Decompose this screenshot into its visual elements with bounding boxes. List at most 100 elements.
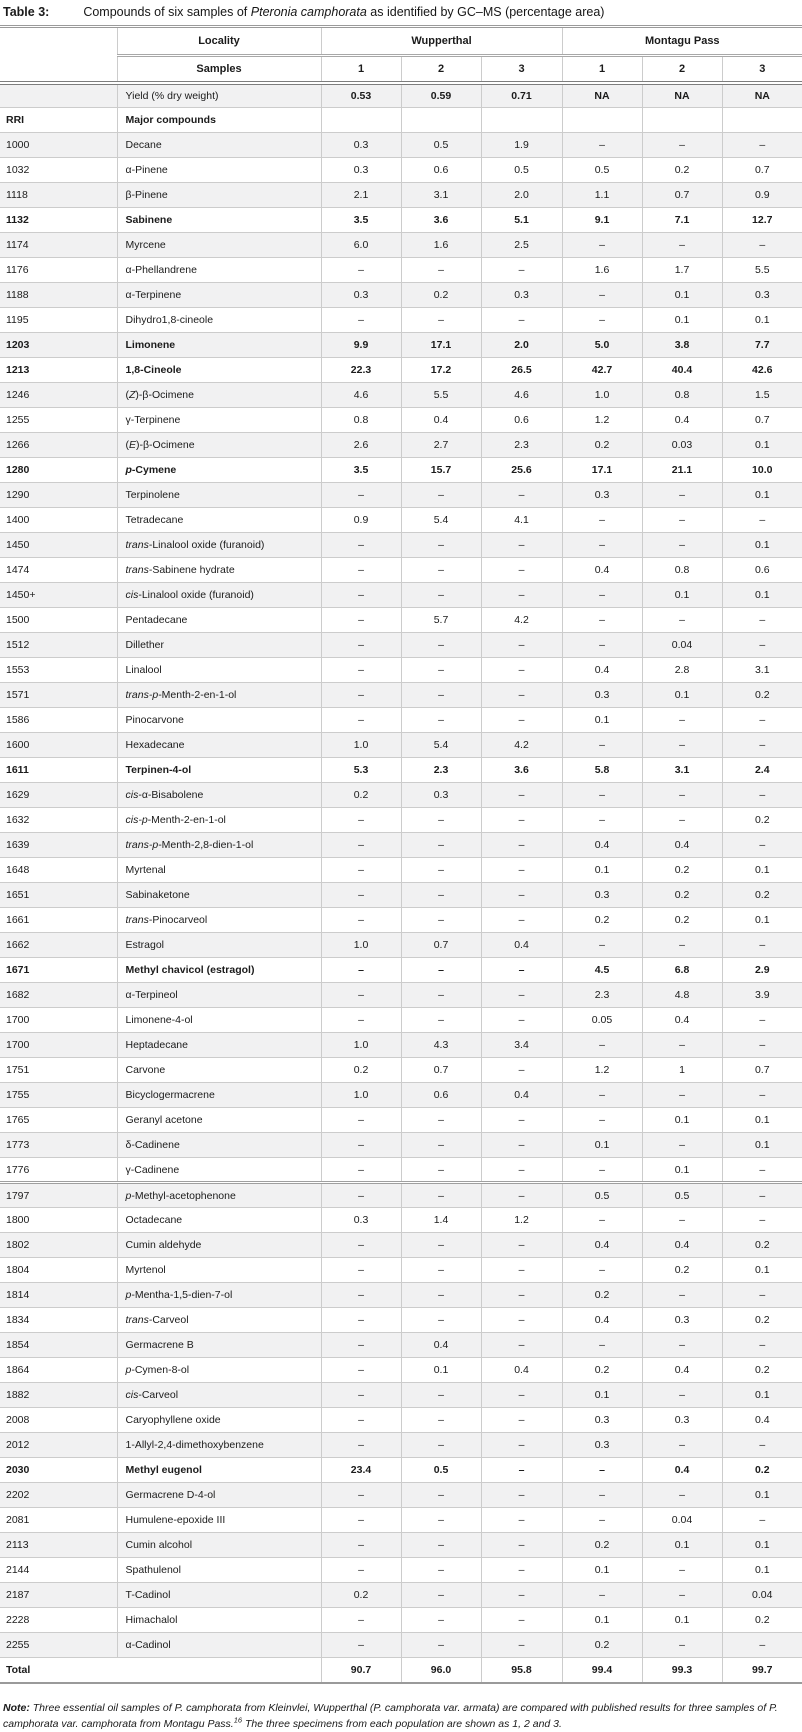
- total-row: Total 90.7 96.0 95.8 99.4 99.3 99.7: [0, 1657, 802, 1684]
- value-cell: 0.2: [721, 1607, 802, 1633]
- compound-name-cell: Pentadecane: [116, 607, 322, 633]
- value-cell: –: [641, 507, 723, 533]
- value-cell: –: [320, 832, 402, 858]
- compound-row: 1864 p-Cymen-8-ol –0.1 0.4 0.2 0.4 0.2: [0, 1357, 802, 1383]
- value-cell: –: [480, 557, 563, 583]
- value-cell: –: [400, 807, 482, 833]
- compound-row: 1751 Carvone 0.2 0.7–1.2 1 0.7: [0, 1057, 802, 1083]
- value-cell: 0.4: [561, 1307, 643, 1333]
- value-cell: 0.2: [561, 432, 643, 458]
- rri-cell: 1553: [0, 657, 118, 683]
- value-cell: 0.1: [641, 682, 723, 708]
- value-cell: 0.2: [721, 1457, 802, 1483]
- value-cell: 0.53: [320, 82, 402, 108]
- value-cell: 0.2: [721, 1307, 802, 1333]
- value-cell: –: [480, 307, 563, 333]
- value-cell: 4.2: [480, 607, 563, 633]
- sample-number-cell: 2: [400, 55, 481, 85]
- value-cell: 0.5: [400, 132, 482, 158]
- rri-cell: 1500: [0, 607, 118, 633]
- value-cell: 0.1: [641, 1107, 723, 1133]
- value-cell: –: [320, 1532, 402, 1558]
- table-caption-text: Compounds of six samples of Pteronia cam…: [83, 5, 605, 19]
- rri-cell: 1512: [0, 632, 118, 658]
- value-cell: –: [480, 1632, 563, 1658]
- value-cell: –: [400, 1632, 482, 1658]
- rri-cell: 1639: [0, 832, 118, 858]
- compound-row: 1176 α-Phellandrene – – –1.6 1.7 5.5: [0, 257, 802, 283]
- rri-cell: 1671: [0, 957, 118, 983]
- value-cell: 3.9: [721, 982, 802, 1008]
- value-cell: 1.1: [561, 182, 643, 208]
- value-cell: –: [320, 1307, 402, 1333]
- value-cell: –: [561, 782, 643, 808]
- compound-row: 1773 δ-Cadinene – – –0.1–0.1: [0, 1132, 802, 1158]
- compound-row: 2255 α-Cadinol – – –0.2– –: [0, 1632, 802, 1658]
- value-cell: 0.6: [480, 407, 563, 433]
- value-cell: NA: [561, 82, 643, 108]
- compound-name-cell: γ-Terpinene: [116, 407, 322, 433]
- value-cell: –: [320, 857, 402, 883]
- value-cell: 0.1: [721, 1132, 802, 1158]
- value-cell: 5.1: [480, 207, 563, 233]
- value-cell: –: [320, 1382, 402, 1408]
- value-cell: –: [320, 582, 402, 608]
- value-cell: 0.2: [721, 882, 802, 908]
- value-cell: –: [641, 232, 723, 258]
- compound-name-cell: Myrtenal: [116, 857, 322, 883]
- value-cell: 4.2: [480, 732, 563, 758]
- value-cell: –: [320, 1482, 402, 1508]
- compound-name-cell: α-Terpineol: [116, 982, 322, 1008]
- value-cell: –: [400, 1607, 482, 1633]
- compound-name-cell: trans-Sabinene hydrate: [116, 557, 322, 583]
- rri-cell: 1800: [0, 1207, 118, 1233]
- compound-name-cell: trans-p-Menth-2,8-dien-1-ol: [116, 832, 322, 858]
- value-cell: –: [400, 657, 482, 683]
- compound-row: 1255 γ-Terpinene 0.8 0.4 0.6 1.2 0.4 0.7: [0, 407, 802, 433]
- value-cell: –: [400, 307, 482, 333]
- value-cell: 4.1: [480, 507, 563, 533]
- value-cell: 0.2: [320, 782, 402, 808]
- yield-label-cell: Yield (% dry weight): [116, 82, 322, 108]
- value-cell: –: [480, 1607, 563, 1633]
- rri-cell: 2144: [0, 1557, 118, 1583]
- value-cell: 99.4: [561, 1657, 643, 1684]
- rri-cell: 1246: [0, 382, 118, 408]
- rri-cell: 1280: [0, 457, 118, 483]
- value-cell: 0.1: [641, 307, 723, 333]
- value-cell: 0.4: [561, 657, 643, 683]
- value-cell: 0.3: [320, 157, 402, 183]
- value-cell: 99.7: [721, 1657, 802, 1684]
- value-cell: 3.6: [480, 757, 563, 783]
- compound-name-cell: (E)-β-Ocimene: [116, 432, 322, 458]
- value-cell: 0.4: [561, 557, 643, 583]
- value-cell: 2.9: [721, 957, 802, 983]
- value-cell: 0.2: [721, 1232, 802, 1258]
- corner-blank-cell: [0, 55, 117, 85]
- compound-row: 1802 Cumin aldehyde – – –0.4 0.4 0.2: [0, 1232, 802, 1258]
- value-cell: –: [721, 607, 802, 633]
- compound-row: 1266 (E)-β-Ocimene 2.6 2.7 2.3 0.2 0.03 0.1: [0, 432, 802, 458]
- value-cell: 0.2: [561, 1632, 643, 1658]
- compound-name-cell: Terpinolene: [116, 482, 322, 508]
- value-cell: 3.6: [400, 207, 482, 233]
- compound-name-cell: (Z)-β-Ocimene: [116, 382, 322, 408]
- compound-row: 1854 Germacrene B –0.4– – – –: [0, 1332, 802, 1358]
- value-cell: 0.2: [641, 857, 723, 883]
- compound-name-cell: trans-Pinocarveol: [116, 907, 322, 933]
- value-cell: 5.4: [400, 732, 482, 758]
- rri-cell: 2081: [0, 1507, 118, 1533]
- compound-name-cell: Spathulenol: [116, 1557, 322, 1583]
- value-cell: –: [320, 882, 402, 908]
- value-cell: 1.0: [320, 1082, 402, 1108]
- value-cell: 0.2: [641, 1257, 723, 1283]
- compound-row: 1474 trans-Sabinene hydrate – – –0.4 0.8 0.6: [0, 557, 802, 583]
- value-cell: 0.8: [320, 407, 402, 433]
- value-cell: 0.1: [721, 532, 802, 558]
- value-cell: 0.7: [721, 407, 802, 433]
- compound-name-cell: Myrcene: [116, 232, 322, 258]
- compound-name-cell: p-Mentha-1,5-dien-7-ol: [116, 1282, 322, 1308]
- value-cell: 0.7: [721, 157, 802, 183]
- compound-row: 1671 Methyl chavicol (estragol) – – –4.5 6.8 2…: [0, 957, 802, 983]
- rri-cell: 1814: [0, 1282, 118, 1308]
